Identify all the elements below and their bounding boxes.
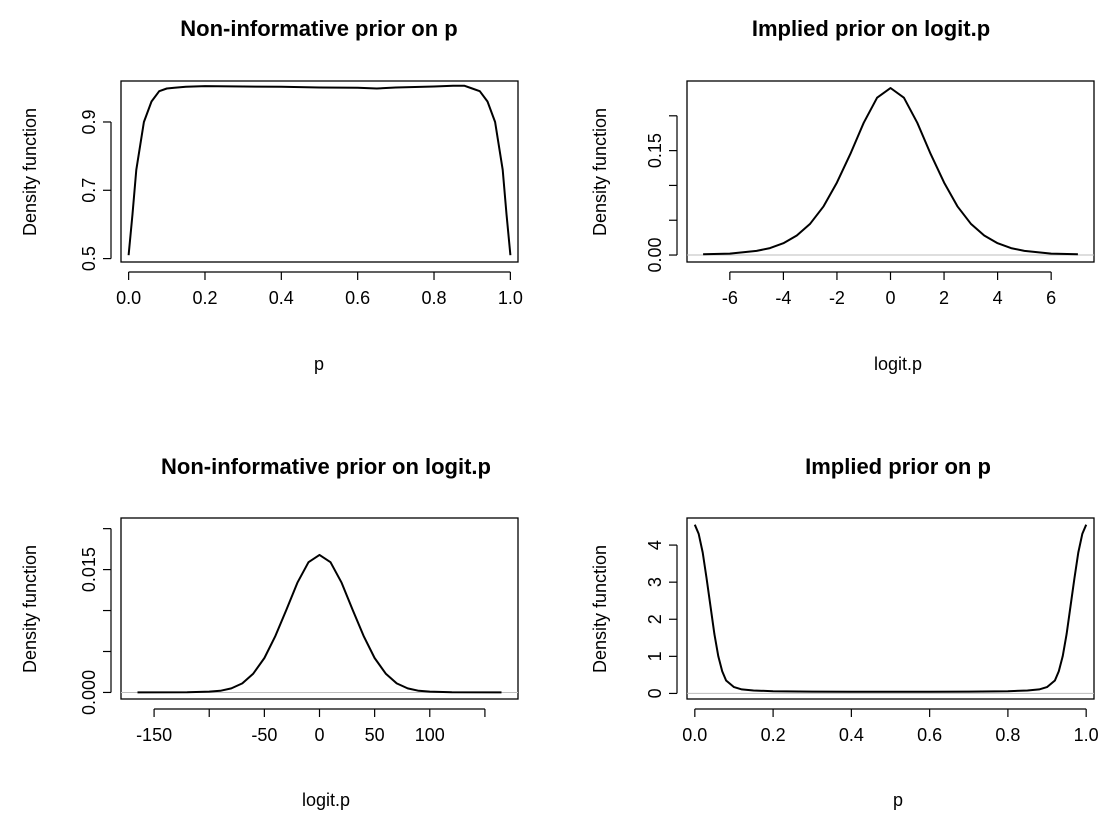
y-axis-label: Density function [20,108,40,236]
x-tick-label: 1.0 [1074,725,1099,745]
y-axis-label: Density function [590,108,610,236]
y-axis: 0 1 2 3 4 [645,540,678,698]
x-axis-label: p [314,354,324,374]
x-tick-label: -2 [829,288,845,308]
y-tick-label: 0.000 [79,670,99,715]
x-tick-label: 0.6 [345,288,370,308]
density-curve [693,524,1088,693]
x-tick-label: 0.2 [761,725,786,745]
panel-bottom-right: Implied prior on p p Density function 0.… [590,454,1099,810]
plot-frame [120,517,519,700]
y-axis: 0.5 0.7 0.9 [79,109,112,271]
plot-frame [120,80,519,263]
x-tick-label: 0.6 [917,725,942,745]
plot-frame [686,517,1095,700]
x-tick-label: 6 [1046,288,1056,308]
y-tick-label: 0 [645,688,665,698]
y-tick-label: 3 [645,577,665,587]
y-axis: 0.000 0.015 [79,528,112,715]
density-curve [703,87,1078,256]
x-tick-label: 0.2 [192,288,217,308]
x-tick-label: 0.4 [269,288,294,308]
x-axis: -6 -4 -2 0 2 4 6 [722,271,1056,308]
x-tick-label: 2 [939,288,949,308]
panel-bottom-left: Non-informative prior on logit.p logit.p… [20,454,519,810]
y-tick-label: 0.5 [79,246,99,271]
chart-title: Implied prior on p [805,454,991,479]
density-curve [127,84,512,256]
y-tick-label: 0.015 [79,547,99,592]
y-tick-label: 0.00 [645,238,665,273]
panel-top-right: Implied prior on logit.p logit.p Density… [590,16,1095,374]
y-tick-label: 0.15 [645,133,665,168]
chart-title: Non-informative prior on p [180,16,457,41]
x-tick-label: -4 [775,288,791,308]
y-tick-label: 4 [645,540,665,550]
x-tick-label: -50 [251,725,277,745]
x-tick-label: -6 [722,288,738,308]
x-tick-label: 0.4 [839,725,864,745]
plot-frame [686,80,1095,263]
y-tick-label: 0.9 [79,109,99,134]
x-axis-label: logit.p [302,790,350,810]
x-axis-label: p [893,790,903,810]
x-tick-label: 4 [993,288,1003,308]
y-tick-label: 1 [645,651,665,661]
x-axis: -150 -50 0 50 100 [136,708,486,745]
x-tick-label: 0.8 [422,288,447,308]
x-tick-label: 0 [314,725,324,745]
chart-title: Non-informative prior on logit.p [161,454,491,479]
x-tick-label: 1.0 [498,288,523,308]
y-tick-label: 0.7 [79,178,99,203]
x-tick-label: 0.8 [995,725,1020,745]
x-tick-label: 100 [415,725,445,745]
x-tick-label: 0 [885,288,895,308]
x-tick-label: 0.0 [682,725,707,745]
x-tick-label: 0.0 [116,288,141,308]
y-axis: 0.00 0.15 [645,115,678,273]
y-tick-label: 2 [645,614,665,624]
x-axis-label: logit.p [874,354,922,374]
panel-top-left: Non-informative prior on p p Density fun… [20,16,523,374]
y-axis-label: Density function [590,545,610,673]
x-axis: 0.0 0.2 0.4 0.6 0.8 1.0 [682,708,1099,745]
x-tick-label: 50 [365,725,385,745]
y-axis-label: Density function [20,545,40,673]
x-axis: 0.0 0.2 0.4 0.6 0.8 1.0 [116,271,523,308]
density-curve [137,553,502,694]
chart-title: Implied prior on logit.p [752,16,990,41]
x-tick-label: -150 [136,725,172,745]
